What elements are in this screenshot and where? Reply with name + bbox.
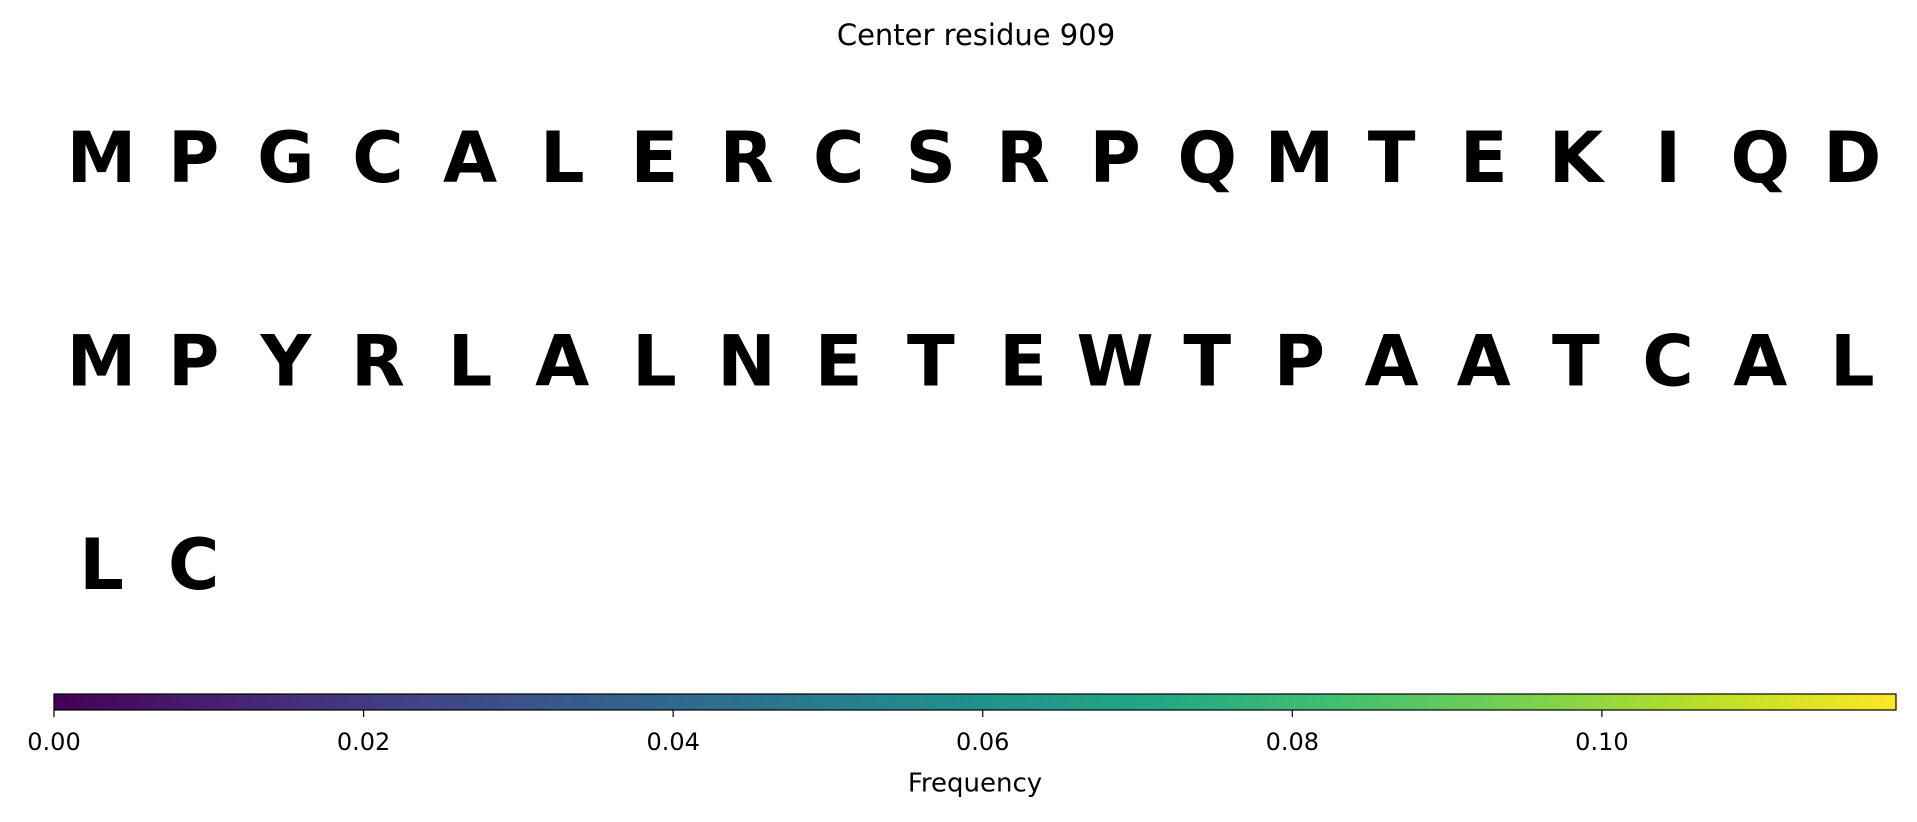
residue-letter: R <box>351 321 405 403</box>
residue-letter: L <box>632 321 677 403</box>
x-tick-label: 0.00 <box>27 728 80 756</box>
colorbar-label: Frequency <box>908 769 1042 799</box>
residue-letter: L <box>540 117 585 199</box>
residue-letter: W <box>1077 321 1154 403</box>
residue-letter: R <box>996 117 1050 199</box>
residue-letter: P <box>1274 321 1325 403</box>
residue-letter: P <box>168 117 219 199</box>
residue-letter: I <box>1655 117 1681 199</box>
x-tick-label: 0.02 <box>337 728 390 756</box>
residue-letter: T <box>1368 117 1416 199</box>
x-tick-label: 0.06 <box>956 728 1009 756</box>
residue-letter: C <box>1642 321 1693 403</box>
residue-letter: S <box>906 117 956 199</box>
residue-letter: C <box>813 117 864 199</box>
residue-letter: A <box>535 321 589 403</box>
residue-letter: D <box>1823 117 1881 199</box>
x-tick-label: 0.10 <box>1575 728 1628 756</box>
residue-letter: A <box>443 117 497 199</box>
residue-letter: C <box>352 117 403 199</box>
residue-letter: N <box>717 321 776 403</box>
residue-letter: L <box>79 524 124 606</box>
residue-letter: P <box>1089 117 1140 199</box>
residue-letter: L <box>1830 321 1875 403</box>
residue-letter: T <box>1183 321 1231 403</box>
colorbar <box>53 693 1897 711</box>
residue-letter: K <box>1549 117 1606 199</box>
residue-letter: R <box>720 117 774 199</box>
residue-letter: M <box>67 321 137 403</box>
residue-letter: L <box>448 321 493 403</box>
residue-letter: E <box>999 321 1047 403</box>
residue-letter: G <box>257 117 314 199</box>
residue-letter: A <box>1365 321 1419 403</box>
residue-letter: T <box>1552 321 1600 403</box>
residue-letter: T <box>907 321 955 403</box>
residue-letter: Q <box>1178 117 1238 199</box>
residue-letter: A <box>1457 321 1511 403</box>
residue-letter: A <box>1733 321 1787 403</box>
residue-letter: E <box>815 321 863 403</box>
residue-letter: C <box>168 524 219 606</box>
residue-letter: Q <box>1730 117 1790 199</box>
x-tick-label: 0.04 <box>646 728 699 756</box>
x-tick-label: 0.08 <box>1266 728 1319 756</box>
residue-letter: M <box>1265 117 1335 199</box>
residue-letter: E <box>630 117 678 199</box>
residue-letter: P <box>168 321 219 403</box>
residue-letter: Y <box>259 321 312 403</box>
residue-letter: E <box>1460 117 1508 199</box>
residue-letter: M <box>67 117 137 199</box>
chart-title: Center residue 909 <box>837 18 1115 52</box>
